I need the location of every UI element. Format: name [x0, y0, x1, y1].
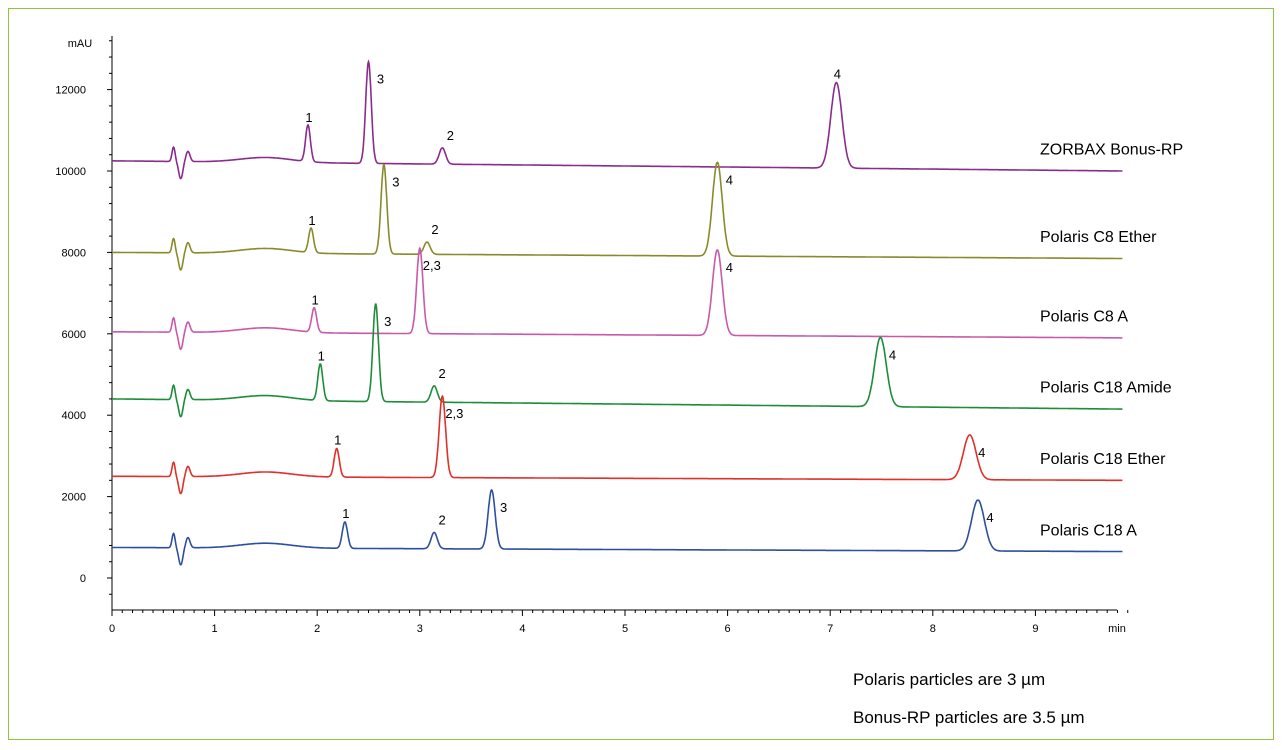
- trace-4: [111, 394, 1123, 495]
- x-tick-label: 7: [827, 623, 833, 635]
- peak-label: 2,3: [423, 258, 441, 273]
- note-polaris-particles: Polaris particles are 3 µm: [853, 670, 1046, 689]
- peak-labels: 1 3 2 4 ZORBAX Bonus-RP 1 3 2 4 Polaris C8 Ether 1…: [305, 67, 1183, 540]
- peak-label: 3: [392, 175, 399, 190]
- y-tick-label: 12000: [55, 85, 86, 97]
- peak-label: 2,3: [445, 406, 463, 421]
- x-tick-label: 6: [725, 623, 731, 635]
- peak-label: 3: [377, 72, 384, 87]
- peak-label: 4: [978, 445, 985, 460]
- peak-label: 4: [986, 510, 993, 525]
- traces: [111, 59, 1123, 566]
- y-tick-label: 8000: [62, 247, 86, 259]
- peak-label: 1: [318, 348, 325, 363]
- peak-label: 2: [431, 222, 438, 237]
- trace-0: [112, 59, 1123, 180]
- trace-1: [112, 161, 1123, 271]
- peak-label: 2: [439, 512, 446, 527]
- y-tick-label: 10000: [55, 166, 86, 178]
- peak-label: 1: [308, 213, 315, 228]
- peak-label: 1: [305, 110, 312, 125]
- figure-frame: [8, 8, 1274, 740]
- peak-label: 2: [447, 128, 454, 143]
- peak-label: 3: [384, 314, 391, 329]
- trace-5: [112, 488, 1123, 566]
- x-tick-label: 2: [314, 623, 320, 635]
- peak-label: 1: [342, 506, 349, 521]
- peak-label: 4: [834, 67, 841, 82]
- trace-2: [112, 246, 1123, 351]
- axes: 0 2000 4000 6000 8000 10000 12000 mAU 0 1 2 3 4 5 6 7 8 9…: [55, 36, 1129, 635]
- trace-name-label: Polaris C18 A: [1040, 522, 1137, 539]
- peak-label: 3: [500, 500, 507, 515]
- trace-name-label: Polaris C18 Ether: [1040, 451, 1166, 468]
- x-tick-label: 4: [519, 623, 525, 635]
- trace-name-label: Polaris C18 Amide: [1040, 380, 1172, 397]
- y-tick-label: 0: [80, 573, 86, 585]
- peak-label: 4: [889, 347, 896, 362]
- x-tick-label: 9: [1032, 623, 1038, 635]
- y-tick-label: 6000: [62, 329, 86, 341]
- note-bonus-rp-particles: Bonus-RP particles are 3.5 µm: [853, 708, 1085, 727]
- trace-3: [112, 303, 1123, 418]
- x-tick-label: 0: [109, 623, 115, 635]
- peak-label: 4: [726, 260, 733, 275]
- x-tick-label: 5: [622, 623, 628, 635]
- trace-name-label: ZORBAX Bonus-RP: [1040, 141, 1183, 158]
- y-tick-label: 4000: [62, 410, 86, 422]
- peak-label: 1: [334, 433, 341, 448]
- trace-name-label: Polaris C8 A: [1040, 309, 1128, 326]
- y-tick-label: 2000: [62, 492, 86, 504]
- y-axis-label: mAU: [68, 38, 93, 50]
- x-tick-label: 8: [930, 623, 936, 635]
- x-tick-label: 3: [417, 623, 423, 635]
- peak-label: 4: [726, 172, 733, 187]
- peak-label: 2: [439, 366, 446, 381]
- x-axis-label: min: [1108, 623, 1126, 635]
- x-tick-label: 1: [212, 623, 218, 635]
- peak-label: 1: [312, 293, 319, 308]
- trace-name-label: Polaris C8 Ether: [1040, 229, 1157, 246]
